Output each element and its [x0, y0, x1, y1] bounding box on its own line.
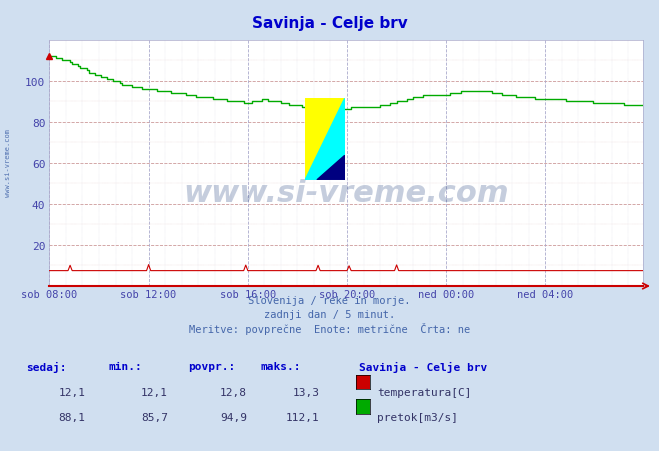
Text: 88,1: 88,1 — [59, 412, 86, 422]
Text: 13,3: 13,3 — [293, 387, 320, 397]
Text: 112,1: 112,1 — [286, 412, 320, 422]
Text: www.si-vreme.com: www.si-vreme.com — [183, 179, 509, 207]
Text: temperatura[C]: temperatura[C] — [377, 387, 471, 397]
Text: Savinja - Celje brv: Savinja - Celje brv — [252, 16, 407, 31]
Text: Savinja - Celje brv: Savinja - Celje brv — [359, 361, 488, 372]
Text: povpr.:: povpr.: — [188, 361, 235, 371]
Text: 94,9: 94,9 — [220, 412, 247, 422]
Text: Meritve: povprečne  Enote: metrične  Črta: ne: Meritve: povprečne Enote: metrične Črta:… — [189, 322, 470, 335]
Text: min.:: min.: — [109, 361, 142, 371]
Text: zadnji dan / 5 minut.: zadnji dan / 5 minut. — [264, 309, 395, 319]
Text: 12,1: 12,1 — [59, 387, 86, 397]
Text: www.si-vreme.com: www.si-vreme.com — [5, 129, 11, 196]
Text: 85,7: 85,7 — [141, 412, 168, 422]
Text: sedaj:: sedaj: — [26, 361, 67, 372]
Polygon shape — [317, 156, 345, 180]
Polygon shape — [305, 99, 345, 180]
Text: Slovenija / reke in morje.: Slovenija / reke in morje. — [248, 295, 411, 305]
Polygon shape — [305, 99, 345, 180]
Text: 12,8: 12,8 — [220, 387, 247, 397]
Text: pretok[m3/s]: pretok[m3/s] — [377, 412, 458, 422]
Text: maks.:: maks.: — [260, 361, 301, 371]
Text: 12,1: 12,1 — [141, 387, 168, 397]
